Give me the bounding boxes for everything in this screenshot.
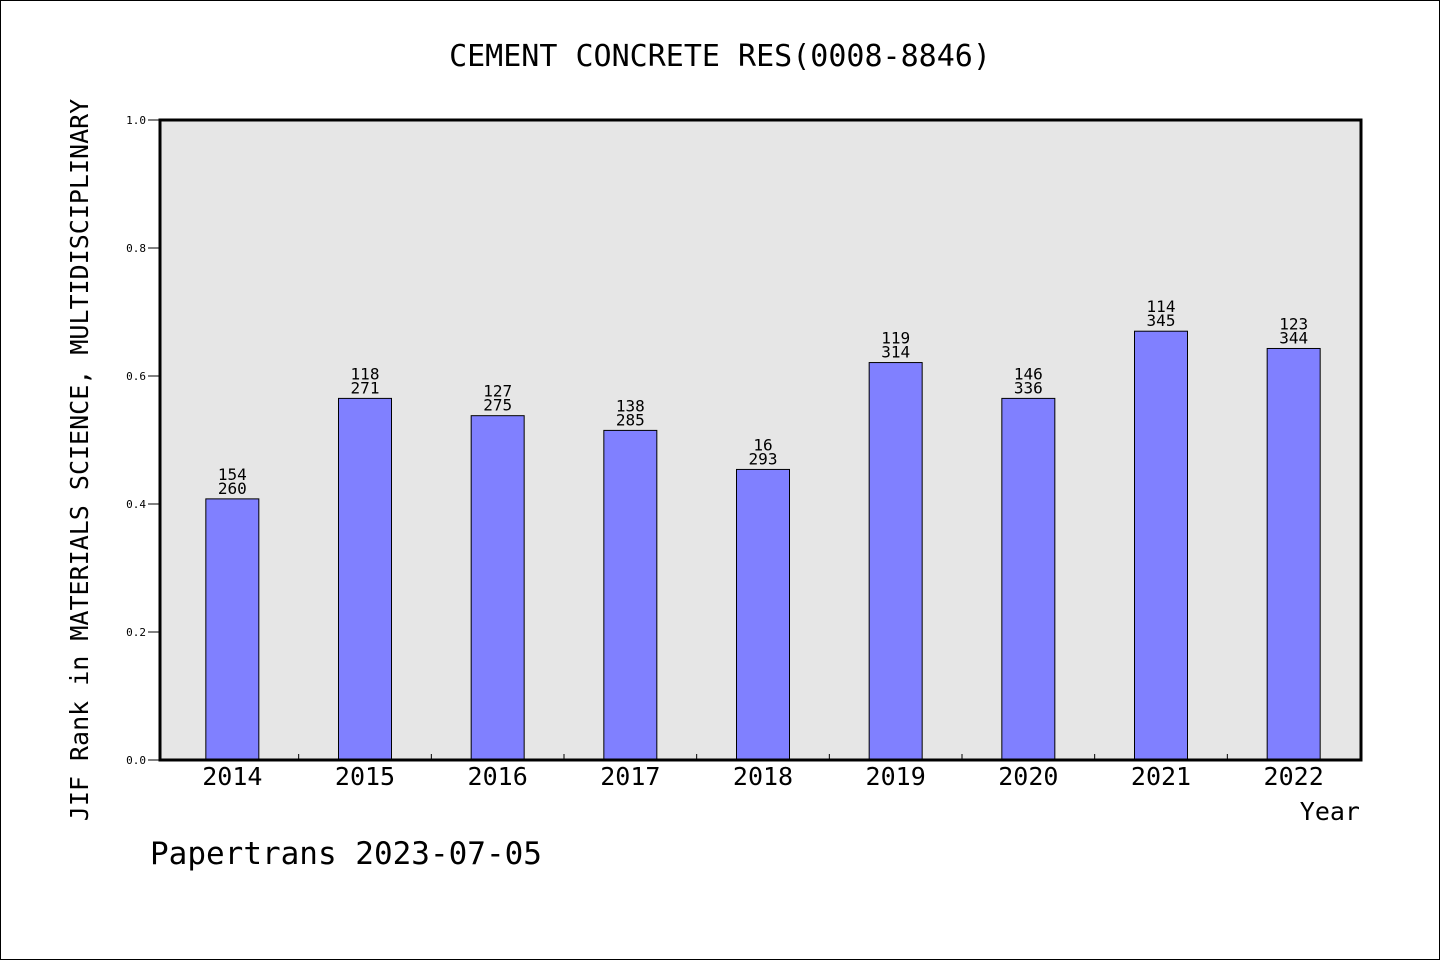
x-tick-label: 2018 bbox=[733, 762, 793, 791]
bar-2015 bbox=[338, 397, 392, 761]
rank-label: 114 bbox=[1147, 297, 1176, 316]
rank-label: 127 bbox=[483, 382, 512, 401]
total-label: 271 bbox=[351, 378, 380, 397]
total-label: 345 bbox=[1147, 311, 1176, 330]
y-tick-label: 0.2 bbox=[126, 626, 146, 639]
rank-label: 146 bbox=[1014, 364, 1043, 383]
total-label: 314 bbox=[881, 343, 910, 362]
y-tick-label: 0.8 bbox=[126, 242, 146, 255]
x-tick-label: 2019 bbox=[866, 762, 926, 791]
y-tick-label: 0.4 bbox=[126, 498, 146, 511]
y-tick-label: 0.0 bbox=[126, 754, 146, 767]
rank-label: 118 bbox=[351, 364, 380, 383]
total-label: 285 bbox=[616, 410, 645, 429]
rank-label: 16 bbox=[753, 435, 772, 454]
y-tick-label: 0.6 bbox=[126, 370, 146, 383]
y-tick-label: 1.0 bbox=[126, 114, 146, 127]
bar-2017 bbox=[603, 429, 658, 761]
chart-title: CEMENT CONCRETE RES(0008-8846) bbox=[449, 39, 991, 74]
total-label: 293 bbox=[749, 449, 778, 468]
x-tick-label: 2017 bbox=[600, 762, 660, 791]
y-axis: 0.0 0.2 0.4 0.6 0.8 1.0 bbox=[126, 114, 160, 767]
total-label: 260 bbox=[218, 479, 247, 498]
total-label: 275 bbox=[483, 396, 512, 415]
bar-2020 bbox=[1001, 397, 1056, 761]
total-label: 336 bbox=[1014, 378, 1043, 397]
x-axis-title: Year bbox=[1300, 797, 1360, 826]
bar-2022 bbox=[1266, 347, 1321, 761]
rank-label: 123 bbox=[1279, 314, 1308, 333]
bar-2016 bbox=[470, 415, 525, 761]
x-tick-label: 2016 bbox=[468, 762, 528, 791]
bar-2014 bbox=[205, 498, 260, 761]
plot-border bbox=[158, 118, 1363, 762]
footer-credit: Papertrans 2023-07-05 bbox=[150, 836, 542, 872]
x-tick-label: 2022 bbox=[1264, 762, 1324, 791]
bar-2021 bbox=[1134, 330, 1188, 761]
x-axis: 2014 2015 2016 2017 2018 2019 2020 2021 2022 bbox=[202, 754, 1324, 791]
x-tick-label: 2015 bbox=[335, 762, 395, 791]
bars bbox=[205, 330, 1321, 761]
x-tick-label: 2014 bbox=[202, 762, 262, 791]
rank-label: 119 bbox=[881, 329, 910, 348]
x-tick-label: 2021 bbox=[1131, 762, 1191, 791]
bar-2019 bbox=[868, 362, 923, 761]
rank-label: 138 bbox=[616, 396, 645, 415]
x-tick-label: 2020 bbox=[998, 762, 1058, 791]
rank-label: 154 bbox=[218, 465, 247, 484]
total-label: 344 bbox=[1279, 328, 1308, 347]
y-axis-title: JIF Rank in MATERIALS SCIENCE, MULTIDISC… bbox=[65, 99, 94, 821]
bar-2018 bbox=[736, 468, 790, 761]
